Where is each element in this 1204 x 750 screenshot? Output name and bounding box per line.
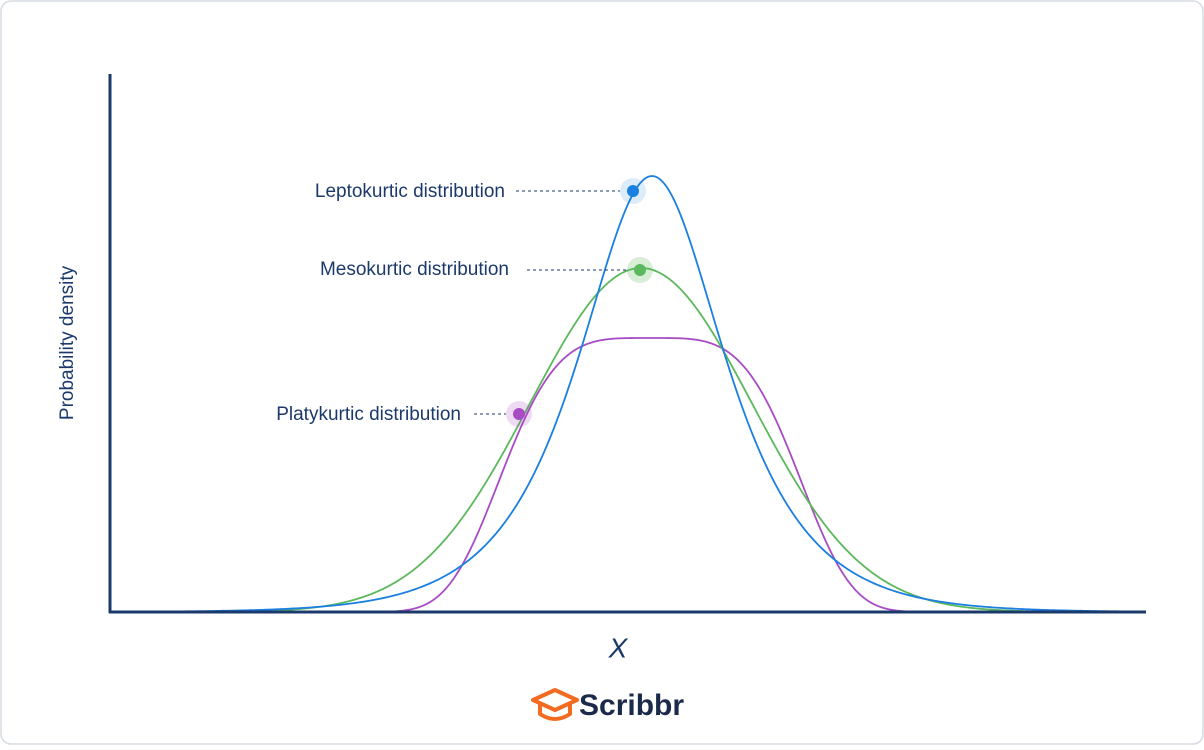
marker [627, 185, 639, 197]
logo-text: Scribbr [579, 689, 684, 722]
annotation-label: Leptokurtic distribution [315, 181, 505, 202]
marker [634, 264, 646, 276]
annotation-label: Platykurtic distribution [276, 404, 461, 425]
x-axis-label: X [608, 632, 629, 663]
marker [513, 408, 525, 420]
logo: Scribbr [531, 688, 684, 722]
annotation-label: Mesokurtic distribution [320, 259, 509, 280]
distribution-curve [179, 267, 1130, 613]
y-axis-label: Probability density [57, 265, 78, 420]
distribution-curve [179, 175, 1131, 613]
